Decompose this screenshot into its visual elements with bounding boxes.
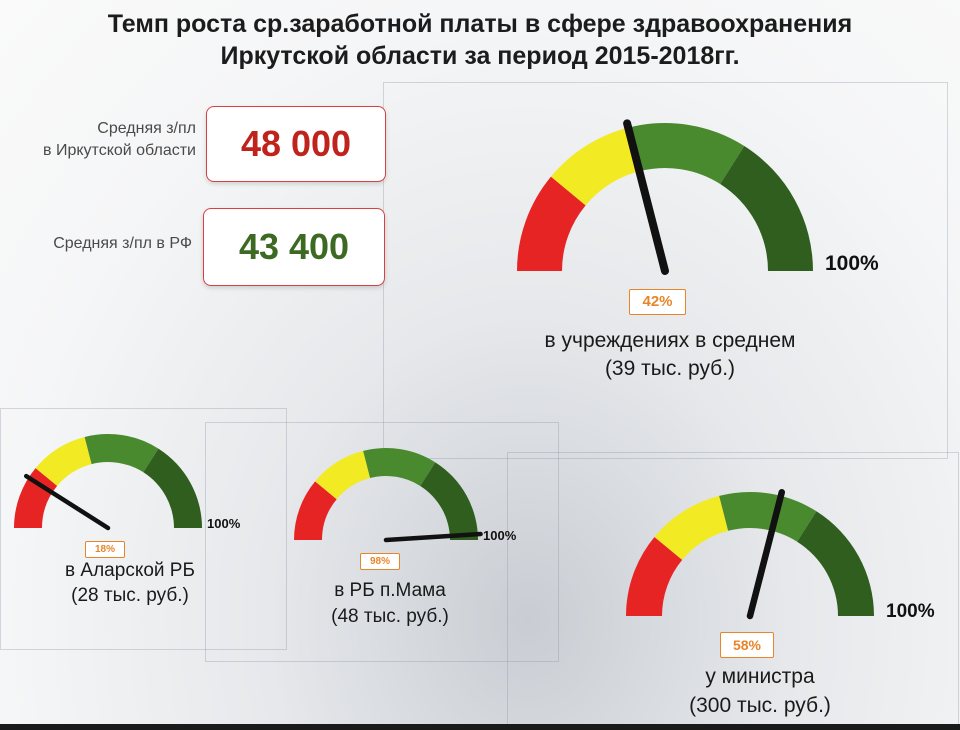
gauge-caption-line-2: (300 тыс. руб.): [689, 694, 831, 717]
gauge-caption-line-1: в учреждениях в среднем: [544, 329, 796, 352]
gauge-segment-dark-green: [797, 511, 874, 616]
gauge-segment-yellow: [550, 127, 640, 206]
gauge-segment-red: [517, 176, 586, 271]
page-title: Темп роста ср.заработной платы в сфере з…: [0, 8, 960, 72]
gauge-max-label: 100%: [483, 528, 517, 543]
irkutsk-salary-value: 48 000: [206, 106, 386, 182]
rf-salary-value: 43 400: [203, 208, 385, 286]
gauge-caption-line-1: в Аларской РБ: [65, 560, 195, 581]
gauge-segment-dark-green: [720, 146, 813, 271]
gauge-average: [517, 119, 813, 275]
title-line-1: Темп роста ср.заработной платы в сфере з…: [107, 10, 853, 38]
gauge-segment-red: [294, 481, 337, 540]
irkutsk-label-line-2: в Иркутской области: [43, 142, 196, 159]
irkutsk-label-line-1: Средняя з/пл: [97, 120, 196, 137]
gauge-caption-line-1: у министра: [705, 665, 815, 688]
gauge-caption-line-2: (28 тыс. руб.): [71, 585, 189, 606]
gauge-percent-badge: 98%: [360, 553, 400, 570]
gauge-needle: [383, 531, 483, 543]
gauge-caption: в РБ п.Мама (48 тыс. руб.): [290, 578, 490, 630]
rf-salary-label: Средняя з/пл в РФ: [53, 235, 192, 252]
gauge-needle: [623, 119, 669, 275]
gauge-minister: [626, 489, 874, 620]
gauge-percent-badge: 18%: [85, 541, 125, 558]
gauge-segment-yellow: [654, 495, 729, 560]
gauge-caption-line-1: в РБ п.Мама: [334, 580, 446, 601]
gauge-segment-red: [626, 536, 683, 616]
gauge-caption: в учреждениях в среднем (39 тыс. руб.): [500, 327, 840, 383]
gauge-caption: у министра (300 тыс. руб.): [640, 662, 880, 720]
gauge-max-label: 100%: [825, 252, 879, 275]
gauge-needle: [746, 489, 786, 620]
gauge-segment-green: [363, 448, 436, 486]
gauge-needle: [24, 473, 111, 531]
gauge-segment-yellow: [315, 450, 371, 500]
gauge-segment-green: [628, 123, 745, 185]
gauge-max-label: 100%: [207, 516, 241, 531]
gauge-mama: [294, 448, 483, 543]
gauge-percent-badge: 58%: [720, 632, 774, 658]
gauge-segment-red: [14, 468, 58, 528]
gauge-max-label: 100%: [886, 601, 935, 622]
gauge-segment-green: [84, 434, 159, 473]
gauge-caption: в Аларской РБ (28 тыс. руб.): [20, 558, 240, 608]
title-line-2: Иркутской области за период 2015-2018гг.: [220, 42, 740, 70]
gauge-alar: [14, 434, 202, 531]
gauge-segment-dark-green: [143, 448, 202, 528]
gauge-segment-green: [719, 492, 817, 542]
gauge-segment-yellow: [35, 436, 92, 486]
decorative-frame: [205, 422, 559, 662]
gauge-caption-line-2: (39 тыс. руб.): [604, 357, 736, 380]
bottom-strip: [0, 724, 960, 730]
decorative-frame: [0, 408, 287, 650]
gauge-segment-dark-green: [420, 462, 478, 540]
gauge-caption-line-2: (48 тыс. руб.): [331, 606, 449, 627]
gauge-percent-badge: 42%: [629, 289, 686, 315]
irkutsk-salary-label: Средняя з/пл в Иркутской области: [0, 118, 196, 162]
